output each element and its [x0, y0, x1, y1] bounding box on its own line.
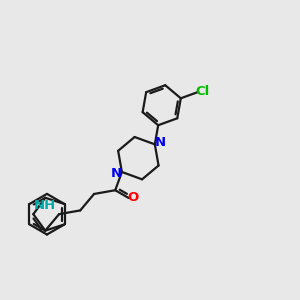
Text: Cl: Cl — [196, 85, 210, 98]
Text: NH: NH — [34, 199, 56, 212]
Text: N: N — [154, 136, 166, 149]
Text: O: O — [127, 191, 139, 205]
Text: N: N — [111, 167, 122, 180]
